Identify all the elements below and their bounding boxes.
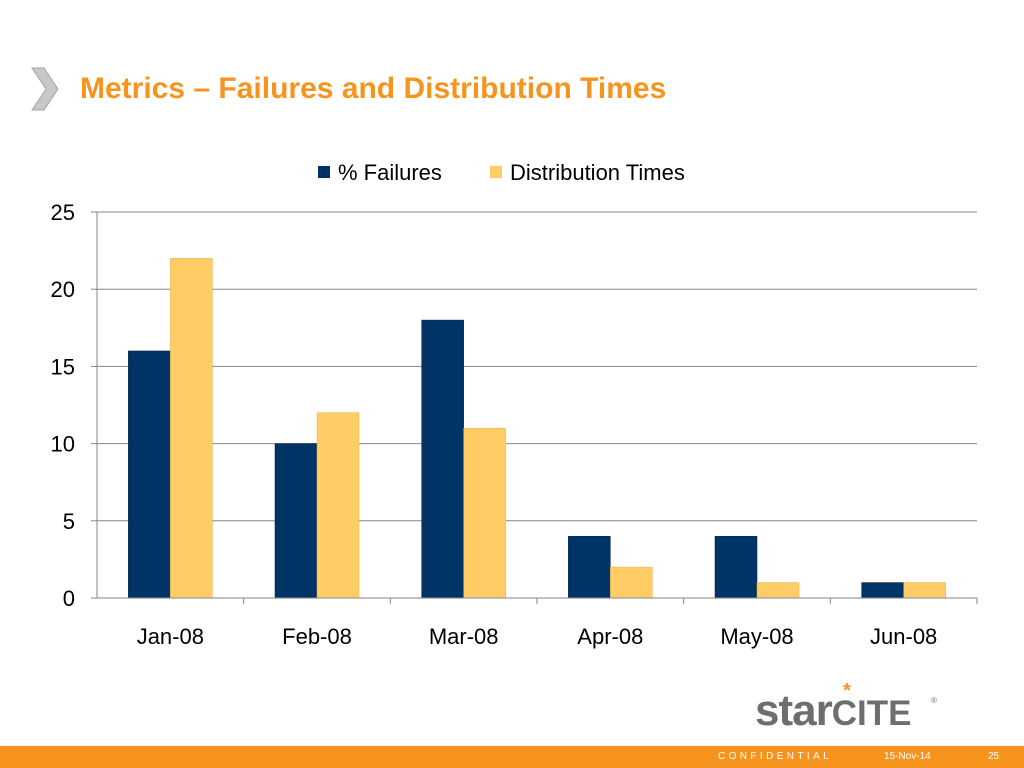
bar-failures [421,319,464,599]
x-tick-label: Apr-08 [577,624,643,649]
y-tick-label: 15 [51,354,75,379]
bar-failures [128,350,171,599]
legend-label-failures: % Failures [338,160,442,185]
bar-distribution-times [463,427,506,599]
footer-page-number: 25 [988,751,1000,762]
bar-chart: 0 5 10 15 20 25 Jan-08 Feb-08 Mar-08 Apr-08 May-08… [51,160,978,649]
footer-date: 15-Nov-14 [884,751,931,762]
y-tick-label: 0 [63,586,75,611]
bar-distribution-times [903,582,946,599]
logo-wordmark: starCITE [755,686,911,736]
bar-distribution-times [316,412,360,599]
x-tick-label: May-08 [720,624,793,649]
y-tick-label: 5 [63,509,75,534]
bar-failures [568,535,611,599]
slide-title: Metrics – Failures and Distribution Time… [80,72,667,105]
logo-cite-text: CITE [831,694,912,733]
y-tick-label: 10 [51,432,75,457]
bar-failures [861,582,904,599]
y-tick-label: 20 [51,277,75,302]
x-tick-label: Jun-08 [870,624,937,649]
legend-label-distribution-times: Distribution Times [510,160,685,185]
footer-confidential: CONFIDENTIAL [718,751,833,762]
footer-bar: CONFIDENTIAL 15-Nov-14 25 [0,746,1024,768]
x-tick-label: Jan-08 [137,624,204,649]
logo-star-text: star [755,686,833,735]
title-bullet-icon [31,67,59,111]
x-tick-label: Mar-08 [429,624,499,649]
starcite-logo: * starCITE ® [755,680,945,736]
x-tick-label: Feb-08 [282,624,352,649]
bar-distribution-times [756,582,800,599]
logo-star-mark: * [843,680,851,702]
y-tick-label: 25 [51,200,75,225]
legend-swatch-distribution-times [490,166,502,178]
bar-failures [274,443,318,599]
logo-registered-mark: ® [931,696,937,705]
bar-distribution-times [170,258,213,599]
bar-distribution-times [610,566,653,599]
bar-failures [714,535,758,599]
legend-swatch-failures [318,166,330,178]
